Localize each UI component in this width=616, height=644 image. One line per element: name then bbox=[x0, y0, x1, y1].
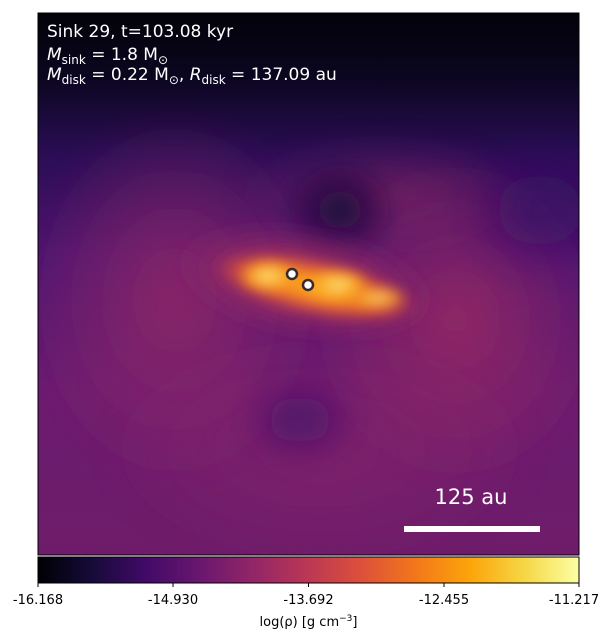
scalebar bbox=[404, 526, 540, 532]
annotation-disk-properties: Mdisk = 0.22 M⊙, Rdisk = 137.09 au bbox=[47, 65, 337, 87]
colorbar-tick-label: -14.930 bbox=[148, 593, 198, 608]
scalebar-label: 125 au bbox=[435, 485, 508, 509]
colorbar-ticks bbox=[37, 583, 580, 587]
sink-marker bbox=[285, 267, 299, 281]
colorbar-tick-label: -16.168 bbox=[13, 593, 63, 608]
annotation-sink-time: Sink 29, t=103.08 kyr bbox=[47, 22, 233, 42]
annotation-sink-mass: Msink = 1.8 M⊙ bbox=[47, 45, 168, 67]
density-map bbox=[38, 13, 579, 555]
image-frame bbox=[37, 12, 580, 556]
colorbar-tick-label: -13.692 bbox=[283, 593, 333, 608]
colorbar-tick-label: -12.455 bbox=[419, 593, 469, 608]
sink-marker bbox=[301, 278, 315, 292]
colorbar-tick-label: -11.217 bbox=[549, 593, 599, 608]
colorbar-label: log(ρ) [g cm−3] bbox=[260, 614, 358, 630]
colorbar bbox=[37, 556, 580, 584]
